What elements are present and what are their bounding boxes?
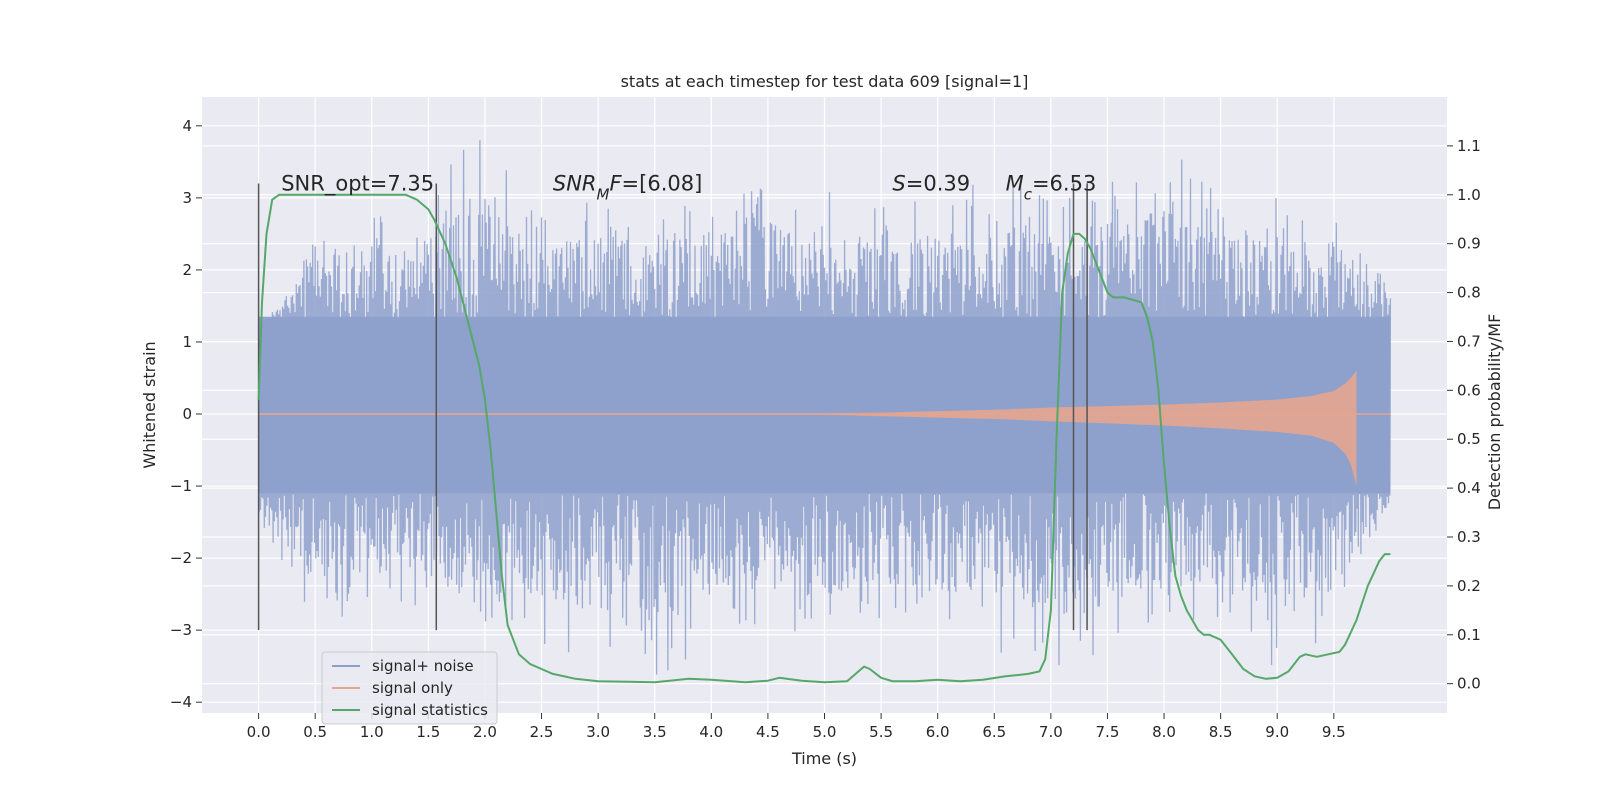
y-tick-label: −1 [170,477,192,495]
x-tick-label: 9.5 [1322,723,1346,741]
snr-mf-annotation: SNRMF=[6.08] [553,172,702,204]
x-tick-label: 5.0 [813,723,837,741]
x-tick-label: 5.5 [869,723,893,741]
y2-tick-label: 1.1 [1457,137,1481,155]
y-tick-label: −3 [170,621,192,639]
legend-label: signal+ noise [372,657,474,675]
y-tick-label: 3 [182,189,192,207]
legend-entry-signal-only: signal only [332,679,453,697]
chart-title: stats at each timestep for test data 609… [621,72,1029,91]
y2-tick-label: 0.7 [1457,332,1481,350]
annotation-part: M [597,186,610,204]
annotations: SNR_opt=7.35 SNRMF=[6.08] S=0.39 Mc=6.53 [281,172,1096,204]
legend-box [321,651,498,725]
x-tick-label: 4.0 [699,723,723,741]
annotation-part: =0.39 [906,172,970,196]
x-tick-label: 3.5 [643,723,667,741]
series-signal-only [258,370,1391,487]
vertical-markers [257,183,1088,631]
y-tick-label: 0 [182,405,192,423]
annotation-part: SNR [553,172,597,196]
signal-plus-noise-line [257,140,1392,675]
legend-label: signal statistics [372,701,488,719]
y-tick-label: −2 [170,549,192,567]
x-tick-label: 2.5 [530,723,554,741]
signal-statistics-line [257,193,1391,684]
annotation-part: SNR_opt=7.35 [281,172,434,197]
y2-tick-label: 0.4 [1457,479,1481,497]
y2-tick-label: 0.9 [1457,235,1481,253]
x-tick-label: 9.0 [1265,723,1289,741]
x-tick-label: 8.5 [1209,723,1233,741]
y2-axis-label: Detection probability/MF [1485,314,1504,511]
x-tick-label: 1.5 [416,723,440,741]
y-tick-label: 2 [182,261,192,279]
y2-tick-label: 0.3 [1457,528,1481,546]
x-tick-label: 0.5 [303,723,327,741]
x-tick-label: 6.5 [982,723,1006,741]
x-axis-ticks: 0.0 0.5 1.0 1.5 2.0 2.5 3.0 3.5 4.0 4.5 5.0 5.5 6.0 6… [247,713,1346,741]
snr-opt-annotation: SNR_opt=7.35 [281,172,434,197]
y2-tick-label: 0.8 [1457,284,1481,302]
y-tick-label: −4 [170,693,192,711]
x-tick-label: 0.0 [247,723,271,741]
s-annotation: S=0.39 [892,172,970,196]
y-axis-ticks: −4 −3 −2 −1 0 1 2 3 4 [170,117,202,711]
legend: signal+ noise signal only signal statist… [321,651,498,725]
x-tick-label: 7.0 [1039,723,1063,741]
annotation-part: =[6.08] [622,172,703,196]
y2-tick-label: 0.6 [1457,381,1481,399]
x-tick-label: 8.0 [1152,723,1176,741]
legend-entry-signal-plus-noise: signal+ noise [332,657,474,675]
annotation-part: c [1024,186,1033,204]
x-tick-label: 1.0 [360,723,384,741]
annotation-part: F [609,172,622,196]
y2-tick-label: 0.2 [1457,577,1481,595]
x-axis-label: Time (s) [791,749,857,768]
legend-label: signal only [372,679,453,697]
annotation-part: M [1006,172,1024,196]
mc-annotation: Mc=6.53 [1006,172,1097,204]
series-signal-statistics [257,193,1391,684]
x-tick-label: 2.0 [473,723,497,741]
y-axis-label: Whitened strain [140,341,159,468]
y-tick-label: 4 [182,117,192,135]
y2-tick-label: 0.1 [1457,626,1481,644]
x-tick-label: 4.5 [756,723,780,741]
y2-tick-label: 0.0 [1457,675,1481,693]
x-tick-label: 3.0 [586,723,610,741]
legend-entry-signal-statistics: signal statistics [332,701,488,719]
y-tick-label: 1 [182,333,192,351]
annotation-part: =6.53 [1032,172,1096,196]
y2-tick-label: 0.5 [1457,430,1481,448]
y2-axis-ticks: 0.0 0.1 0.2 0.3 0.4 0.5 0.6 0.7 0.8 0.9 1.0 1.1 [1447,137,1481,693]
y2-tick-label: 1.0 [1457,186,1481,204]
x-tick-label: 7.5 [1096,723,1120,741]
annotation-part: S [892,172,905,196]
x-tick-label: 6.0 [926,723,950,741]
